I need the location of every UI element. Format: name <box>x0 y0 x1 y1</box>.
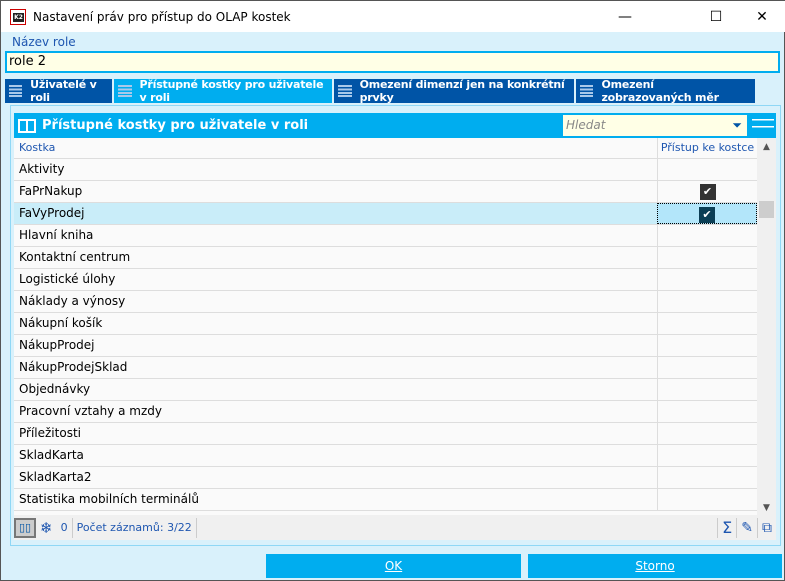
list-icon <box>118 85 132 97</box>
table-row[interactable]: FaPrNakup ✔ <box>14 181 757 203</box>
cube-name: Objednávky <box>19 382 91 396</box>
table-row[interactable]: Pracovní vztahy a mzdy <box>14 401 757 423</box>
table-row[interactable]: NákupProdej <box>14 335 757 357</box>
tab-accessible-cubes[interactable]: Přístupné kostky pro uživatele v roli <box>114 78 332 104</box>
table-row[interactable]: Hlavní kniha <box>14 225 757 247</box>
title-bar: K2 Nastavení práv pro přístup do OLAP ko… <box>1 1 785 32</box>
cube-name: Kontaktní centrum <box>19 250 131 264</box>
access-checkbox[interactable] <box>657 423 757 444</box>
table-row[interactable]: FaVyProdej ✔ <box>14 203 757 225</box>
cube-name: Nákupní košík <box>19 316 103 330</box>
list-icon <box>580 85 594 97</box>
access-checkbox[interactable] <box>657 159 757 180</box>
cube-name: Pracovní vztahy a mzdy <box>19 404 162 418</box>
tab-users-in-role[interactable]: Uživatelé v roli <box>5 78 112 104</box>
window-title: Nastavení práv pro přístup do OLAP koste… <box>33 9 291 24</box>
maximize-button[interactable]: ☐ <box>709 8 723 25</box>
freeze-button[interactable]: ❄ 0 <box>36 517 73 538</box>
table-row[interactable]: Nákupní košík <box>14 313 757 335</box>
cube-name: SkladKarta2 <box>19 470 92 484</box>
access-checkbox[interactable] <box>657 445 757 466</box>
table-row[interactable]: Objednávky <box>14 379 757 401</box>
access-checkbox[interactable] <box>657 489 757 510</box>
filter-icon[interactable]: ⏷ <box>732 118 742 132</box>
list-icon <box>338 85 352 97</box>
grid-header: Kostka Přístup ke kostce <box>14 138 757 159</box>
role-name-label: Název role <box>12 35 76 49</box>
app-logo-icon: K2 <box>10 8 26 25</box>
table-row[interactable]: Kontaktní centrum <box>14 247 757 269</box>
access-checkbox[interactable] <box>657 291 757 312</box>
table-row[interactable]: SkladKarta2 <box>14 467 757 489</box>
cube-name: Aktivity <box>19 162 65 176</box>
access-checkbox[interactable]: ✔ <box>657 181 757 202</box>
cube-name: Příležitosti <box>19 426 81 440</box>
add-record-icon[interactable]: ⧉ <box>762 519 772 536</box>
cubes-grid: Kostka Přístup ke kostce Aktivity FaPrNak… <box>14 138 776 515</box>
cubes-panel: Přístupné kostky pro uživatele v roli Hl… <box>10 105 781 546</box>
vertical-scrollbar[interactable]: ▲ ▼ <box>757 138 776 515</box>
cube-name: Hlavní kniha <box>19 228 94 242</box>
book-icon <box>18 118 36 133</box>
cube-name: Statistika mobilních terminálů <box>19 492 199 506</box>
tab-dimension-restrictions[interactable]: Omezení dimenzí jen na konkrétní prvky <box>334 78 574 104</box>
check-icon: ✔ <box>699 207 715 223</box>
cube-name: FaVyProdej <box>19 206 85 220</box>
ok-button[interactable]: OK <box>266 554 521 578</box>
check-icon: ✔ <box>699 184 716 200</box>
access-checkbox[interactable] <box>657 467 757 488</box>
column-header-cube[interactable]: Kostka <box>19 141 56 154</box>
tab-label: Uživatelé v roli <box>30 78 97 104</box>
access-checkbox[interactable] <box>657 269 757 290</box>
grid-footer: ▯▯ ❄ 0 Počet záznamů: 3/22 Σ ✎ ⧉ <box>14 515 776 540</box>
close-button[interactable]: ✕ <box>756 8 768 25</box>
scroll-up-icon[interactable]: ▲ <box>763 142 770 152</box>
book-view-button[interactable]: ▯▯ <box>14 517 36 538</box>
access-checkbox[interactable] <box>657 401 757 422</box>
scroll-down-icon[interactable]: ▼ <box>763 503 770 513</box>
cube-name: FaPrNakup <box>19 184 83 198</box>
record-count: Počet záznamů: 3/22 <box>73 517 197 538</box>
tab-label: Omezení dimenzí jen na konkrétní prvky <box>359 78 565 104</box>
cube-name: Logistické úlohy <box>19 272 116 286</box>
scroll-thumb[interactable] <box>759 201 774 218</box>
access-checkbox[interactable] <box>657 379 757 400</box>
table-row[interactable]: NákupProdejSklad <box>14 357 757 379</box>
cancel-button[interactable]: Storno <box>528 554 782 578</box>
cube-name: Náklady a výnosy <box>19 294 126 308</box>
cube-name: NákupProdejSklad <box>19 360 128 374</box>
menu-icon[interactable] <box>752 116 774 133</box>
frozen-count: 0 <box>60 521 68 534</box>
search-placeholder: Hledat <box>566 118 606 132</box>
edit-icon[interactable]: ✎ <box>737 517 758 538</box>
panel-header: Přístupné kostky pro uživatele v roli Hl… <box>14 113 776 138</box>
access-checkbox[interactable] <box>657 313 757 334</box>
table-row[interactable]: Příležitosti <box>14 423 757 445</box>
tab-bar: Uživatelé v roli Přístupné kostky pro už… <box>5 78 757 104</box>
minimize-button[interactable]: — <box>618 8 632 25</box>
cube-name: SkladKarta <box>19 448 84 462</box>
sum-icon[interactable]: Σ <box>717 517 738 538</box>
book-icon: ▯▯ <box>18 521 32 534</box>
table-row[interactable]: Statistika mobilních terminálů <box>14 489 757 511</box>
list-icon <box>9 85 23 97</box>
table-row[interactable]: Náklady a výnosy <box>14 291 757 313</box>
table-row[interactable]: Logistické úlohy <box>14 269 757 291</box>
access-checkbox[interactable]: ✔ <box>657 203 757 224</box>
access-checkbox[interactable] <box>657 357 757 378</box>
panel-title: Přístupné kostky pro uživatele v roli <box>42 118 309 133</box>
search-input[interactable]: Hledat ⏷ <box>563 115 747 136</box>
table-row[interactable]: Aktivity <box>14 159 757 181</box>
table-row[interactable]: SkladKarta <box>14 445 757 467</box>
tab-label: Omezení zobrazovaných měr <box>601 78 719 104</box>
column-header-access[interactable]: Přístup ke kostce <box>657 138 757 158</box>
role-name-input[interactable]: role 2 <box>5 51 780 73</box>
access-checkbox[interactable] <box>657 247 757 268</box>
access-checkbox[interactable] <box>657 335 757 356</box>
access-checkbox[interactable] <box>657 225 757 246</box>
cube-name: NákupProdej <box>19 338 95 352</box>
snowflake-icon: ❄ <box>40 518 53 537</box>
tab-label: Přístupné kostky pro uživatele v roli <box>139 78 324 104</box>
tab-measure-restrictions[interactable]: Omezení zobrazovaných měr <box>576 78 755 104</box>
